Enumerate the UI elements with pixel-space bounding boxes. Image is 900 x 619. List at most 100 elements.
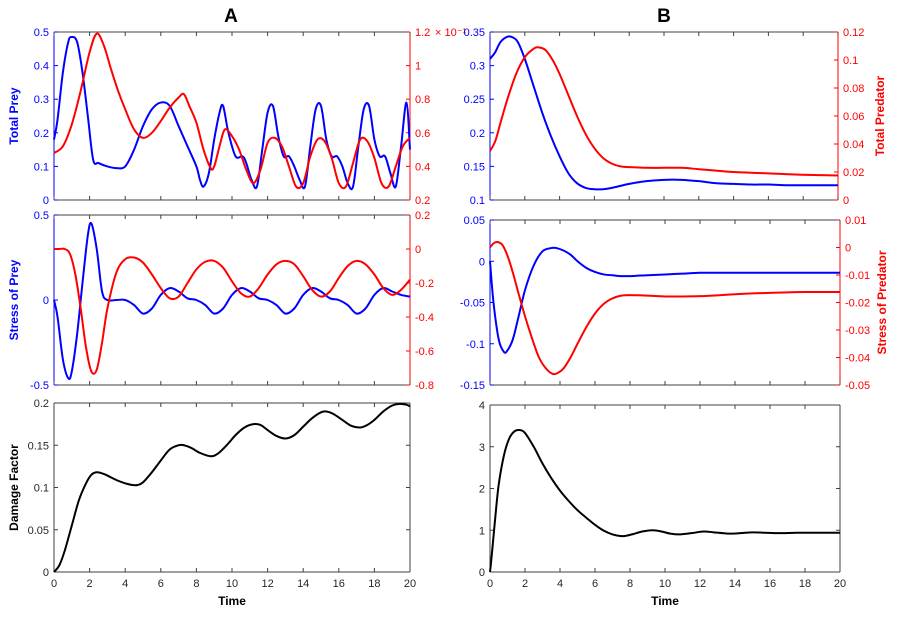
right-y-tick-label: -0.02 bbox=[845, 298, 870, 310]
x-tick-label: 12 bbox=[261, 578, 273, 590]
right-y-tick-label: 0.04 bbox=[843, 139, 864, 151]
left-y-axis-label: Damage Factor bbox=[7, 444, 21, 531]
x-tick-label: 18 bbox=[368, 578, 380, 590]
right-y-tick-label: 0.01 bbox=[845, 215, 866, 227]
x-tick-label: 16 bbox=[333, 578, 345, 590]
series-line-total-predator bbox=[53, 32, 411, 190]
left-y-tick-label: 0 bbox=[43, 295, 49, 307]
right-y-tick-label: 0.1 bbox=[843, 55, 858, 67]
series-line-stress-of-prey bbox=[53, 221, 411, 381]
series-line-damage-factor bbox=[489, 428, 840, 573]
series-line-total-predator bbox=[489, 46, 839, 177]
right-y-tick-label: 0.08 bbox=[843, 83, 864, 95]
right-y-tick-label: -0.6 bbox=[415, 346, 434, 358]
left-y-tick-label: 0.3 bbox=[34, 94, 49, 106]
left-y-tick-label: 0.1 bbox=[34, 161, 49, 173]
left-y-tick-label: -0.5 bbox=[30, 380, 49, 392]
left-y-tick-label: -0.05 bbox=[460, 298, 485, 310]
x-tick-label: 20 bbox=[404, 578, 416, 590]
x-tick-label: 10 bbox=[226, 578, 238, 590]
subplot-a-top: 0 0.1 0.2 0.3 0.4 0.5 Total Prey 0.2 0.4 0.6 0.8 1 1… bbox=[7, 27, 467, 207]
right-y-tick-label: -0.01 bbox=[845, 270, 870, 282]
x-tick-label: 14 bbox=[297, 578, 309, 590]
left-y-tick-label: 0.05 bbox=[464, 215, 485, 227]
right-y-tick-label: 1 bbox=[415, 61, 421, 73]
left-y-tick-label: 3 bbox=[479, 442, 485, 454]
x-axis-label: Time bbox=[651, 594, 679, 608]
right-y-tick-label: 0.12 bbox=[843, 27, 864, 39]
x-tick-label: 10 bbox=[659, 578, 671, 590]
x-tick-label: 2 bbox=[522, 578, 528, 590]
left-y-tick-label: 0 bbox=[479, 567, 485, 579]
left-y-tick-label: -0.1 bbox=[466, 339, 485, 351]
series-line-total-prey bbox=[489, 35, 838, 191]
x-tick-label: 0 bbox=[487, 578, 493, 590]
left-y-tick-label: 0.5 bbox=[34, 27, 49, 39]
left-y-tick-label: 0.15 bbox=[28, 440, 49, 452]
right-y-tick-label: 1.2 bbox=[415, 27, 430, 39]
left-y-tick-label: 2 bbox=[479, 484, 485, 496]
left-y-tick-label: 0.15 bbox=[464, 161, 485, 173]
right-y-tick-label: 0.02 bbox=[843, 167, 864, 179]
right-y-exponent-label: × 10⁻¹ bbox=[435, 27, 467, 39]
right-y-tick-label: -0.04 bbox=[845, 353, 870, 365]
series-line-stress-of-predator bbox=[489, 240, 840, 376]
left-y-tick-label: 0.1 bbox=[34, 483, 49, 495]
x-tick-label: 4 bbox=[122, 578, 128, 590]
x-tick-label: 18 bbox=[799, 578, 811, 590]
left-y-tick-label: 0.5 bbox=[34, 210, 49, 222]
left-y-tick-label: 0 bbox=[479, 256, 485, 268]
left-y-tick-label: 0.25 bbox=[464, 94, 485, 106]
series-line-damage-factor bbox=[53, 402, 411, 573]
panel-title-b: B bbox=[657, 6, 671, 27]
subplot-a-bottom: 0 2 4 6 8 10 12 14 16 18 20 Time 0 0.05 0.1 0.15 0.2 Dama… bbox=[7, 398, 416, 608]
right-y-tick-label: 0.4 bbox=[415, 161, 430, 173]
left-y-tick-label: 0 bbox=[43, 567, 49, 579]
x-tick-label: 4 bbox=[557, 578, 563, 590]
right-y-tick-label: -0.8 bbox=[415, 380, 434, 392]
left-y-tick-label: 0.4 bbox=[34, 61, 49, 73]
x-tick-label: 20 bbox=[834, 578, 846, 590]
left-y-axis-label: Total Prey bbox=[7, 87, 21, 144]
left-y-axis-label: Stress of Prey bbox=[7, 259, 21, 340]
right-y-tick-label: 0 bbox=[843, 195, 849, 207]
x-tick-label: 12 bbox=[694, 578, 706, 590]
right-y-tick-label: -0.03 bbox=[845, 325, 870, 337]
x-tick-label: 8 bbox=[627, 578, 633, 590]
right-y-tick-label: 0 bbox=[845, 243, 851, 255]
x-tick-label: 6 bbox=[592, 578, 598, 590]
left-y-tick-label: 4 bbox=[479, 400, 485, 412]
left-y-tick-label: 0.2 bbox=[470, 128, 485, 140]
series-line-total-prey bbox=[53, 36, 411, 191]
left-y-tick-label: 0 bbox=[43, 195, 49, 207]
left-y-tick-label: -0.15 bbox=[460, 380, 485, 392]
x-tick-label: 14 bbox=[729, 578, 741, 590]
right-y-tick-label: 0.8 bbox=[415, 94, 430, 106]
right-y-tick-label: 0.2 bbox=[415, 195, 430, 207]
right-y-tick-label: -0.4 bbox=[415, 312, 434, 324]
subplot-a-middle: -0.5 0 0.5 Stress of Prey -0.8 -0.6 -0.4 -0.2 0 0… bbox=[7, 210, 434, 392]
right-y-axis-label: Stress of Predator bbox=[875, 250, 889, 354]
series-line-stress-of-predator bbox=[54, 247, 411, 375]
panel-title-a: A bbox=[224, 6, 238, 27]
right-y-axis-label: Total Predator bbox=[873, 75, 887, 156]
left-y-tick-label: 1 bbox=[479, 525, 485, 537]
left-y-tick-label: 0.3 bbox=[470, 61, 485, 73]
left-y-tick-label: 0.35 bbox=[464, 27, 485, 39]
x-tick-label: 6 bbox=[158, 578, 164, 590]
left-y-tick-label: 0.1 bbox=[470, 195, 485, 207]
x-tick-label: 8 bbox=[193, 578, 199, 590]
x-tick-label: 0 bbox=[51, 578, 57, 590]
left-y-tick-label: 0.05 bbox=[28, 525, 49, 537]
right-y-tick-label: 0 bbox=[415, 244, 421, 256]
right-y-tick-label: -0.2 bbox=[415, 278, 434, 290]
right-y-tick-label: 0.6 bbox=[415, 128, 430, 140]
subplot-b-middle: -0.15 -0.1 -0.05 0 0.05 -0.05 -0.04 -0.03 -0.02 -… bbox=[460, 215, 889, 392]
subplot-b-top: 0.1 0.15 0.2 0.25 0.3 0.35 0 0.02 0.04 0.06 0.08 0.… bbox=[464, 27, 887, 207]
series-line-stress-of-prey bbox=[489, 246, 840, 354]
right-y-tick-label: 0.06 bbox=[843, 111, 864, 123]
right-y-tick-label: 0.2 bbox=[415, 210, 430, 222]
x-axis-label: Time bbox=[218, 594, 246, 608]
